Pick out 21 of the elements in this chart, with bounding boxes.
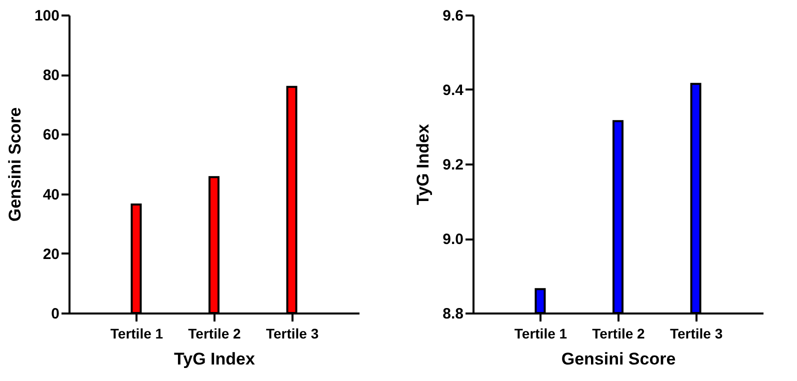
x-tick-label: Tertile 1 bbox=[514, 326, 568, 342]
x-tick-label: Tertile 3 bbox=[266, 326, 319, 342]
y-tick-label: 8.8 bbox=[442, 306, 464, 322]
y-tick-label: 80 bbox=[42, 67, 60, 84]
y-tick-label: 100 bbox=[34, 8, 60, 24]
x-tick-label: Tertile 2 bbox=[592, 326, 646, 342]
x-axis-title: TyG Index bbox=[174, 350, 256, 368]
y-tick-label: 9.2 bbox=[442, 156, 464, 174]
x-tick-label: Tertile 3 bbox=[670, 326, 723, 342]
y-tick-label: 9.4 bbox=[442, 82, 464, 99]
x-tick-label: Tertile 1 bbox=[110, 326, 164, 342]
y-axis-title: Gensini Score bbox=[5, 107, 24, 222]
y-tick-label: 60 bbox=[42, 126, 60, 144]
y-tick-label: 9.0 bbox=[442, 231, 464, 248]
y-tick-label: 40 bbox=[42, 186, 60, 204]
y-axis-title: TyG Index bbox=[414, 124, 433, 205]
x-axis-title: Gensini Score bbox=[561, 350, 676, 368]
y-tick-label: 9.6 bbox=[442, 8, 464, 24]
x-tick-label: Tertile 2 bbox=[188, 326, 242, 342]
y-tick-label: 0 bbox=[51, 306, 60, 322]
y-tick-label: 20 bbox=[42, 246, 60, 263]
